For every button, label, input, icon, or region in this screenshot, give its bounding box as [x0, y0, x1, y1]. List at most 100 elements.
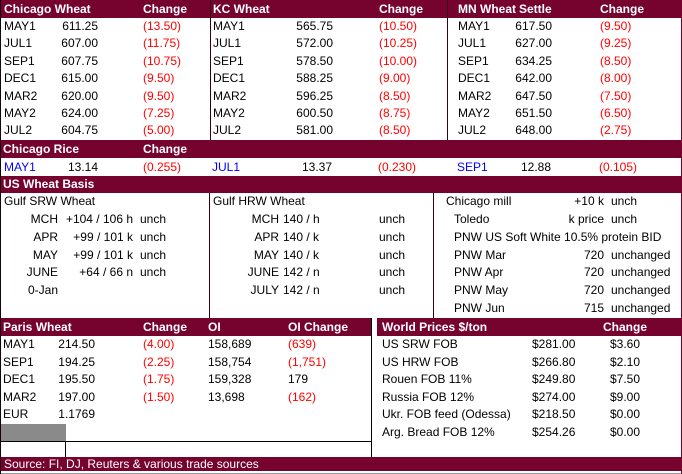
change-cell: (0.105): [599, 160, 638, 174]
change-status-cell: unch: [611, 194, 638, 208]
contract-cell: SEP1: [213, 53, 244, 68]
month-cell: 0-Jan: [27, 283, 58, 298]
futures-section: Chicago Wheat Change MAY1 611.25 (13.50)…: [0, 0, 682, 140]
panel-title: MN Wheat: [458, 2, 516, 16]
oi-change-cell: [263, 406, 371, 424]
location-cell: PNW Apr: [454, 265, 504, 280]
month-cell: JUNE: [26, 265, 58, 280]
contract-cell: MAY1: [4, 19, 36, 33]
change-status-cell: [604, 229, 682, 247]
market-label-cell: Ukr. FOB feed (Odessa): [382, 407, 511, 421]
kc-wheat-panel: KC Wheat Change MAY1 565.75 (10.50) JUL1…: [210, 0, 447, 140]
subsection-title: Gulf SRW Wheat: [4, 194, 96, 208]
futures-row: MAY1 611.25 (13.50): [4, 18, 210, 35]
change-cell: (9.00): [379, 71, 411, 86]
contract-cell: JUL2: [4, 123, 33, 138]
gray-filled-cell: [0, 423, 66, 441]
basis-row: JULY 142 / n unch: [213, 282, 433, 300]
spacer-cell: [640, 424, 682, 442]
change-column-header: Change: [143, 142, 188, 156]
basis-row: MCH 140 / h unch: [213, 211, 433, 229]
oi-cell: 159,328: [208, 372, 252, 386]
basis-value-cell: 140 / k: [283, 247, 320, 262]
change-cell: (10.00): [379, 53, 418, 68]
chicago-rice-section: Chicago Rice Change MAY1 13.14 (0.255) J…: [0, 140, 682, 176]
gulf-srw-rows: MCH +104 / 106 h unch APR +99 / 101 k un…: [4, 211, 209, 300]
market-label-cell: Russia FOB 12%: [382, 389, 475, 404]
chicago-rice-header: Chicago Rice Change: [0, 140, 682, 158]
location-cell: Chicago mill: [446, 194, 512, 208]
change-cell: (0.230): [378, 160, 417, 174]
settle-cell: 1.1769: [58, 407, 95, 421]
rice-entry: MAY1 13.14 (0.255): [0, 158, 210, 176]
basis-value-cell: +99 / 101 k: [73, 247, 133, 262]
change-cell: (9.25): [600, 36, 632, 51]
change-cell: $9.00: [609, 389, 640, 404]
change-cell: (1.50): [143, 389, 175, 404]
settle-cell: 634.25: [515, 53, 552, 68]
basis-row: JUNE +64 / 66 n unch: [4, 264, 209, 282]
price-cell: $274.00: [532, 389, 576, 404]
chicago-wheat-rows: MAY1 611.25 (13.50) JUL1 607.00 (11.75) …: [4, 18, 210, 140]
contract-cell: JUL2: [213, 123, 242, 138]
paris-row: MAR2 197.00 (1.50) 13,698 (162): [0, 389, 371, 407]
settle-cell: 615.00: [61, 71, 98, 86]
change-cell: (9.50): [600, 19, 632, 33]
location-cell: PNW Jun: [454, 301, 505, 316]
futures-row: JUL2 648.00 (2.75): [458, 122, 682, 139]
subsection-title: Gulf HRW Wheat: [213, 194, 305, 208]
world-price-row: US SRW FOB $281.00 $3.60: [377, 336, 682, 354]
paris-row: SEP1 194.25 (2.25) 158,754 (1,751): [0, 354, 371, 372]
basis-row: PNW Mar 720 unchanged: [446, 247, 682, 265]
contract-cell: MAR2: [458, 88, 492, 103]
change-cell: (2.75): [600, 123, 632, 138]
oi-change-cell: 179: [288, 372, 309, 386]
contract-cell: DEC1: [458, 71, 491, 86]
spacer-cell: [640, 389, 682, 407]
basis-value-cell: 720: [583, 283, 604, 298]
futures-row: MAY1 617.50 (9.50): [458, 18, 682, 35]
basis-row: APR +99 / 101 k unch: [4, 229, 209, 247]
settle-cell: 581.00: [296, 123, 333, 138]
market-label-cell: Arg. Bread FOB 12%: [382, 424, 495, 439]
change-cell: $0.00: [609, 424, 640, 439]
change-column-header: Change: [603, 320, 648, 334]
source-text: Source: FI, DJ, Reuters & various trade …: [4, 457, 259, 471]
world-price-row: US HRW FOB $266.80 $2.10: [377, 354, 682, 372]
change-status-cell: unch: [140, 229, 167, 244]
world-price-row: Arg. Bread FOB 12% $254.26 $0.00: [377, 424, 682, 442]
futures-row: MAY2 600.50 (8.75): [213, 105, 447, 122]
mn-wheat-rows: MAY1 617.50 (9.50) JUL1 627.00 (9.25) SE…: [458, 18, 682, 140]
settle-cell: 624.00: [61, 105, 98, 120]
paris-row: MAY1 214.50 (4.00) 158,689 (639): [0, 336, 371, 354]
month-cell: JUNE: [247, 265, 279, 280]
empty-bordered-row: [0, 440, 371, 457]
settle-cell: 12.88: [520, 160, 551, 174]
change-status-cell: unchanged: [611, 283, 671, 298]
settle-cell: 588.25: [296, 71, 333, 86]
contract-cell: MAY1: [4, 160, 36, 174]
basis-value-cell: +10 k: [574, 194, 604, 208]
contract-cell: JUL1: [212, 160, 241, 174]
contract-cell: DEC1: [4, 71, 37, 86]
futures-row: JUL2 581.00 (8.50): [213, 122, 447, 139]
settle-cell: 627.00: [515, 36, 552, 51]
world-price-row: Rouen FOB 11% $249.80 $7.50: [377, 371, 682, 389]
basis-row: JUNE 142 / n unch: [213, 264, 433, 282]
change-cell: (4.00): [143, 337, 175, 351]
basis-value-cell: [508, 229, 604, 247]
contract-cell: JUL2: [458, 123, 487, 138]
section-title: US Wheat Basis: [3, 177, 95, 191]
rice-entry: JUL1 13.37 (0.230): [210, 158, 447, 176]
change-cell: [95, 406, 183, 424]
panel-title: World Prices $/ton: [382, 320, 488, 334]
basis-row: Toledo k price unch: [446, 211, 682, 229]
futures-row: SEP1 607.75 (10.75): [4, 53, 210, 70]
price-cell: $249.80: [532, 372, 576, 386]
empty-bordered-cell: [0, 441, 66, 457]
change-status-cell: unch: [140, 265, 167, 280]
change-status-cell: unch: [379, 247, 406, 262]
month-cell: APR: [254, 229, 279, 244]
oi-change-column-header: OI Change: [288, 320, 349, 334]
panel-title: Paris Wheat: [3, 320, 72, 334]
